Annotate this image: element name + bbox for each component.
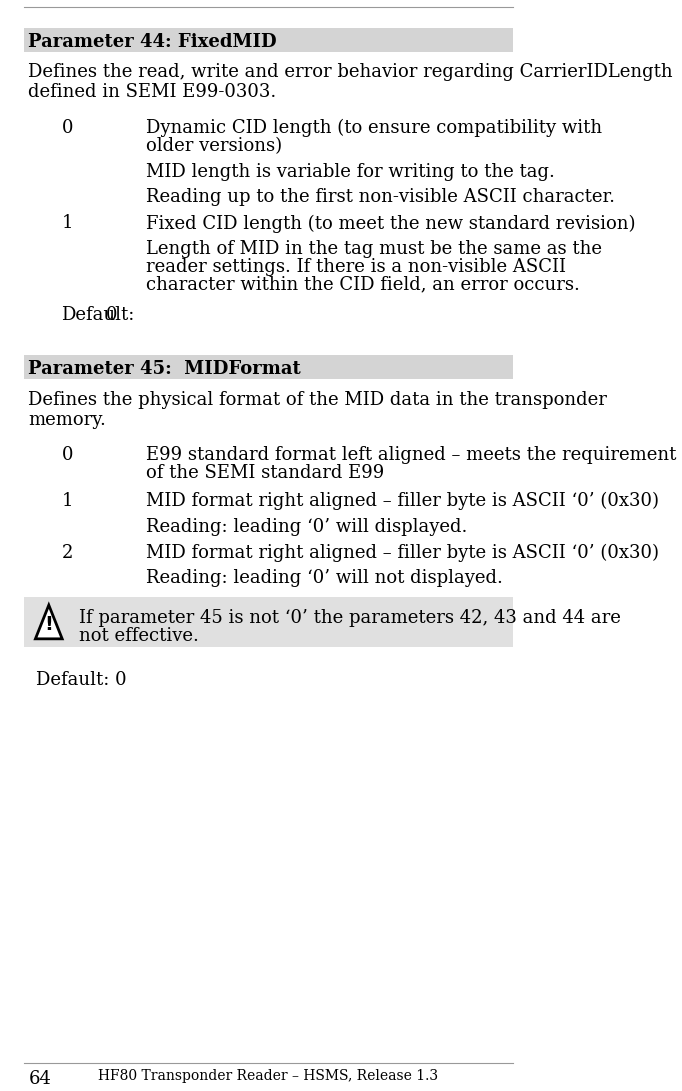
Text: MID format right aligned – filler byte is ASCII ‘0’ (0x30): MID format right aligned – filler byte i… (146, 492, 659, 511)
Text: Reading: leading ‘0’ will displayed.: Reading: leading ‘0’ will displayed. (146, 518, 467, 536)
Text: Defines the physical format of the MID data in the transponder: Defines the physical format of the MID d… (29, 391, 607, 409)
Text: Parameter 45:  MIDFormat: Parameter 45: MIDFormat (29, 360, 301, 379)
Text: 0: 0 (61, 446, 73, 465)
Text: defined in SEMI E99-0303.: defined in SEMI E99-0303. (29, 83, 277, 101)
Text: 0: 0 (106, 305, 118, 324)
Text: not effective.: not effective. (78, 627, 198, 645)
Text: Reading up to the first non-visible ASCII character.: Reading up to the first non-visible ASCI… (146, 189, 614, 206)
FancyBboxPatch shape (24, 356, 513, 379)
Text: Default: 0: Default: 0 (36, 671, 127, 688)
Text: MID length is variable for writing to the tag.: MID length is variable for writing to th… (146, 163, 554, 181)
Text: 0: 0 (61, 119, 73, 137)
Text: Default:: Default: (61, 305, 135, 324)
Text: 1: 1 (61, 492, 73, 509)
Text: reader settings. If there is a non-visible ASCII: reader settings. If there is a non-visib… (146, 257, 565, 276)
Text: E99 standard format left aligned – meets the requirement: E99 standard format left aligned – meets… (146, 446, 676, 465)
Text: 64: 64 (29, 1070, 51, 1089)
Text: Length of MID in the tag must be the same as the: Length of MID in the tag must be the sam… (146, 240, 602, 259)
Polygon shape (35, 606, 62, 639)
FancyBboxPatch shape (24, 597, 513, 647)
Text: memory.: memory. (29, 410, 106, 429)
Text: character within the CID field, an error occurs.: character within the CID field, an error… (146, 276, 580, 293)
Text: Defines the read, write and error behavior regarding CarrierIDLength: Defines the read, write and error behavi… (29, 63, 673, 82)
Text: Fixed CID length (to meet the new standard revision): Fixed CID length (to meet the new standa… (146, 214, 635, 232)
Text: Parameter 44: FixedMID: Parameter 44: FixedMID (29, 33, 277, 51)
Text: 1: 1 (61, 214, 73, 232)
Text: older versions): older versions) (146, 136, 282, 155)
Text: Dynamic CID length (to ensure compatibility with: Dynamic CID length (to ensure compatibil… (146, 119, 602, 137)
Text: Reading: leading ‘0’ will not displayed.: Reading: leading ‘0’ will not displayed. (146, 570, 503, 587)
Text: of the SEMI standard E99: of the SEMI standard E99 (146, 465, 384, 482)
FancyBboxPatch shape (24, 27, 513, 51)
Text: 2: 2 (61, 543, 73, 562)
Text: HF80 Transponder Reader – HSMS, Release 1.3: HF80 Transponder Reader – HSMS, Release … (98, 1069, 439, 1083)
Text: !: ! (44, 615, 53, 634)
Text: MID format right aligned – filler byte is ASCII ‘0’ (0x30): MID format right aligned – filler byte i… (146, 543, 659, 562)
Text: If parameter 45 is not ‘0’ the parameters 42, 43 and 44 are: If parameter 45 is not ‘0’ the parameter… (78, 609, 621, 627)
